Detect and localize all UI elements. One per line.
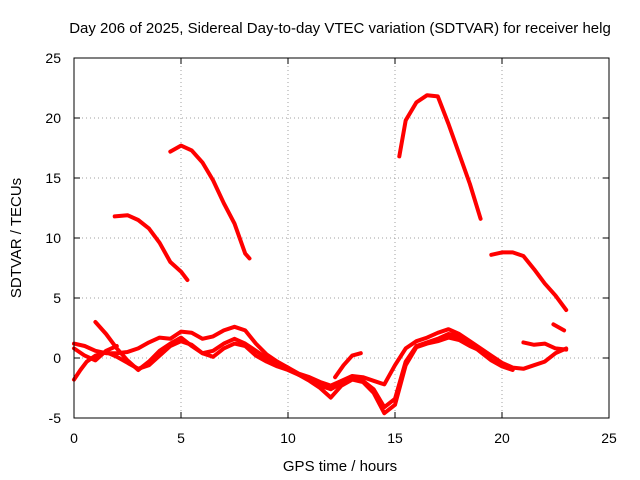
grid [74, 58, 609, 418]
series-low-6 [521, 340, 569, 352]
x-tick-label: 5 [177, 430, 185, 446]
y-axis-label: SDTVAR / TECUs [8, 178, 25, 298]
x-tick-label: 25 [601, 430, 617, 446]
x-tick-label: 10 [280, 430, 296, 446]
series-arc-3 [397, 93, 483, 221]
y-tick-label: 5 [53, 290, 61, 306]
x-axis-label: GPS time / hours [283, 458, 397, 475]
y-tick-label: 10 [45, 230, 61, 246]
series-arc-2 [168, 143, 252, 261]
x-tick-label: 15 [387, 430, 403, 446]
y-tick-label: -5 [49, 410, 62, 426]
series-arc-4 [489, 250, 569, 312]
ticks: 0 5 10 15 20 25 -5 0 5 10 15 20 25 [45, 50, 617, 446]
series-low-3 [93, 320, 494, 416]
series-layer [72, 93, 569, 416]
y-tick-label: 20 [45, 110, 61, 126]
series-low-4 [72, 344, 119, 363]
series-arc-1 [112, 213, 190, 282]
x-tick-label: 20 [494, 430, 510, 446]
y-tick-label: 0 [53, 350, 61, 366]
series-low-5 [333, 351, 363, 380]
y-tick-label: 15 [45, 170, 61, 186]
series-arc-5 [551, 322, 567, 333]
chart-title: Day 206 of 2025, Sidereal Day-to-day VTE… [69, 20, 611, 37]
y-tick-label: 25 [45, 50, 61, 66]
x-tick-label: 0 [70, 430, 78, 446]
